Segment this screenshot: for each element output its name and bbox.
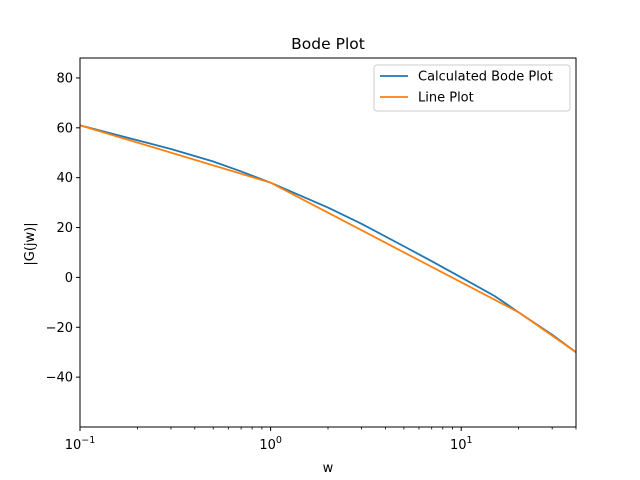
x-axis-label: w <box>323 461 334 476</box>
x-tick-label: 100 <box>259 435 282 453</box>
y-tick-label: 20 <box>56 221 73 236</box>
legend-label: Calculated Bode Plot <box>418 70 553 85</box>
series-line-1 <box>80 124 576 353</box>
y-tick-label: 60 <box>56 121 73 136</box>
x-tick-label: 101 <box>450 435 473 453</box>
chart-title: Bode Plot <box>291 35 365 53</box>
x-tick-label: 10−1 <box>65 435 96 453</box>
plot-frame <box>79 57 577 428</box>
series-line-2 <box>80 124 576 353</box>
y-tick-label: 0 <box>65 271 73 286</box>
y-axis-label: |G(jw)| <box>23 222 38 265</box>
legend-label: Line Plot <box>418 91 474 106</box>
legend-box <box>373 64 571 112</box>
y-tick-label: 80 <box>56 71 73 86</box>
y-tick-label: −40 <box>46 371 73 386</box>
y-tick-label: −20 <box>46 321 73 336</box>
y-tick-label: 40 <box>56 171 73 186</box>
